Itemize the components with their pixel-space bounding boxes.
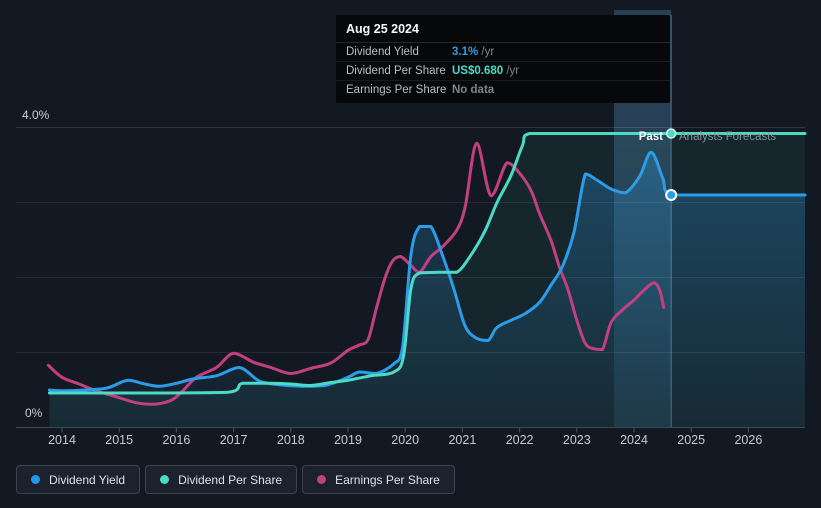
x-axis-label-2017: 2017 xyxy=(219,433,248,447)
legend-label: Earnings Per Share xyxy=(335,472,440,487)
tooltip-row-value: No data xyxy=(452,84,495,96)
tooltip-row-unit: /yr xyxy=(503,65,520,77)
past-label: Past xyxy=(638,131,663,143)
x-axis-label-2020: 2020 xyxy=(391,433,420,447)
x-axis-label-2021: 2021 xyxy=(448,433,477,447)
tooltip-row-label: Dividend Per Share xyxy=(346,65,446,77)
dividend-yield-area xyxy=(49,152,805,428)
legend-dot-icon xyxy=(160,475,170,484)
x-axis-label-2015: 2015 xyxy=(105,433,134,447)
tooltip-row-dividend-per-share: Dividend Per Share US$0.680 /yr xyxy=(336,62,670,81)
x-axis-label-2024: 2024 xyxy=(620,433,648,447)
chart-legend: Dividend Yield Dividend Per Share Earnings… xyxy=(16,465,455,494)
x-axis-label-2014: 2014 xyxy=(48,433,76,447)
legend-item-dividend-yield[interactable]: Dividend Yield xyxy=(16,465,141,494)
legend-label: Dividend Yield xyxy=(49,472,126,487)
tooltip-row-dividend-yield: Dividend Yield 3.1% /yr xyxy=(336,43,670,62)
tooltip-rows: Dividend Yield 3.1% /yr Dividend Per Share… xyxy=(336,43,670,99)
legend-dot-icon xyxy=(317,475,327,484)
legend-label: Dividend Per Share xyxy=(178,472,283,487)
analysts-forecasts-label: Analysts Forecasts xyxy=(679,131,777,143)
tooltip-row-value: US$0.680 /yr xyxy=(452,65,520,77)
legend-item-dividend-per-share[interactable]: Dividend Per Share xyxy=(145,465,298,494)
x-axis-label-2018: 2018 xyxy=(276,433,305,447)
dividend-yield-line[interactable] xyxy=(47,150,807,393)
tooltip-date: Aug 25 2024 xyxy=(336,15,670,43)
x-axis-label-2025: 2025 xyxy=(677,433,706,447)
x-axis-label-2016: 2016 xyxy=(162,433,191,447)
x-axis-label-2023: 2023 xyxy=(562,433,591,447)
tooltip-row-value: 3.1% /yr xyxy=(452,46,495,58)
x-axis-label-2019: 2019 xyxy=(334,433,362,447)
tooltip-row-label: Dividend Yield xyxy=(346,46,419,58)
x-axis-label-2022: 2022 xyxy=(505,433,534,447)
earnings-per-share-line[interactable] xyxy=(46,141,666,406)
x-axis-label-2026: 2026 xyxy=(734,433,763,447)
y-axis-label-bottom: 0% xyxy=(25,406,43,420)
tooltip-row-earnings-per-share: Earnings Per Share No data xyxy=(336,81,670,99)
dividend-yield-marker-dot[interactable] xyxy=(665,189,678,201)
tooltip-row-label: Earnings Per Share xyxy=(346,84,447,96)
chart-tooltip: Aug 25 2024 Dividend Yield 3.1% /yr Divide… xyxy=(336,15,670,103)
legend-item-earnings-per-share[interactable]: Earnings Per Share xyxy=(302,465,455,494)
dividend-per-share-line[interactable] xyxy=(47,131,807,395)
tooltip-row-unit: /yr xyxy=(478,46,495,58)
dividend-per-share-marker-dot[interactable] xyxy=(665,128,677,139)
y-axis-label-top: 4.0% xyxy=(22,108,50,122)
legend-dot-icon xyxy=(31,475,40,484)
